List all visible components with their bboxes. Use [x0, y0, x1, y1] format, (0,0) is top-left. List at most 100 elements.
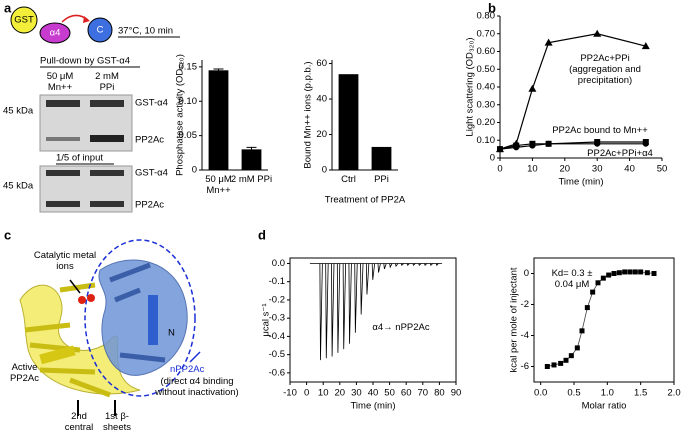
injection-peak [354, 263, 358, 333]
domain-outline [84, 239, 196, 397]
x-axis-label: Time (min) [350, 401, 395, 412]
y-tick-label: 0.15 [179, 61, 198, 72]
gel-band [90, 170, 124, 176]
structure-label: 2nd central [64, 411, 94, 433]
x-tick-label: 2.0 [667, 388, 680, 399]
panel-letter: b [488, 0, 496, 15]
structure-label: (direct α4 binding without inactivation) [155, 376, 239, 398]
data-point [590, 289, 596, 295]
gel-band [90, 135, 124, 142]
annotation: α4→ nPP2Ac [372, 322, 430, 333]
y-tick-label: -0.3 [269, 313, 285, 324]
schematic-label: α4 [50, 28, 61, 39]
y-tick-label: 0.30 [477, 99, 496, 110]
x-tick-label: 60 [401, 388, 412, 399]
y-tick-label: 0.60 [477, 46, 496, 57]
gel-band [90, 100, 124, 107]
x-tick-label: 30 [351, 388, 362, 399]
y-tick-label: 0 [524, 268, 529, 279]
data-point [558, 360, 564, 366]
structure: N [19, 239, 201, 416]
y-axis-label: Phosphatase activity (OD₆₂₀) [175, 54, 186, 176]
y-tick-label: -0.2 [269, 294, 285, 305]
injection-peak [395, 263, 399, 268]
y-tick-label: -0.5 [269, 349, 285, 360]
injection-peak [412, 263, 416, 267]
helix [39, 345, 76, 365]
marker [642, 140, 649, 147]
injection-peak [365, 263, 370, 295]
x-tick-label: 50 [657, 164, 668, 175]
panel-letter: c [4, 227, 11, 242]
data-point [600, 275, 606, 281]
x-tick-label: 0 [304, 388, 309, 399]
metal-ion [87, 294, 95, 302]
data-point [616, 270, 622, 276]
helix [148, 295, 158, 345]
injection-peak [389, 263, 393, 269]
panel-letter: d [258, 227, 266, 242]
bar [241, 149, 262, 170]
structure-label: Active PP2Ac [9, 362, 40, 384]
data-point [638, 269, 644, 275]
gel-title: Pull-down by GST-α4 [40, 56, 130, 67]
x-tick-label: 0 [497, 164, 502, 175]
x-axis-label: Time (min) [558, 177, 603, 188]
injection-peak [348, 263, 352, 344]
y-tick-label: 0.10 [477, 135, 496, 146]
marker-label: 45 kDa [3, 106, 34, 117]
c-shape [87, 17, 113, 43]
arrow-head [83, 16, 90, 23]
y-tick-label: 0.0 [272, 258, 285, 269]
x-tick-label: 50 [384, 388, 395, 399]
data-point [595, 280, 601, 286]
schematic-label: GST [14, 15, 34, 26]
data-point [551, 362, 557, 368]
bar [371, 146, 392, 170]
marker [593, 29, 602, 37]
marker [545, 140, 552, 147]
injection-peak [435, 263, 439, 267]
data-point [568, 353, 574, 359]
a4-shape [39, 22, 71, 44]
x-tick-label: 30 [592, 164, 603, 175]
x-tick-label: 50 μM Mn++ [205, 174, 232, 196]
y-axis-label: Bound Mn++ ions (p.p.b.) [303, 61, 314, 168]
marker [594, 140, 601, 147]
injection-peak [418, 263, 422, 267]
gel-band [46, 170, 80, 176]
panel-letter: a [4, 0, 12, 15]
y-tick-label: 0 [192, 165, 197, 176]
y-tick-label: -0.4 [269, 331, 285, 342]
marker [529, 142, 536, 149]
x-tick-label: 0.0 [534, 388, 547, 399]
y-axis-label: Light scattering (OD₃₂₀) [465, 37, 476, 136]
x-tick-label: 70 [418, 388, 429, 399]
x-tick-label: PPi [374, 174, 389, 185]
injection-peak [319, 263, 323, 361]
condition: 37°C, 10 min [118, 26, 173, 37]
injection-peak [429, 263, 434, 267]
injection-peak [406, 263, 410, 267]
y-tick-label: -6 [521, 361, 529, 372]
y-tick-label: 0.10 [179, 96, 198, 107]
data-point [651, 271, 657, 276]
y-tick-label: 0.70 [477, 28, 496, 39]
y-tick-label: 0.40 [477, 82, 496, 93]
y-tick-label: 0.05 [179, 130, 198, 141]
band-label: PP2Ac [135, 135, 164, 146]
x-tick-label: 1.0 [601, 388, 614, 399]
data-point [611, 271, 617, 276]
data-point [644, 270, 650, 276]
marker [528, 84, 537, 92]
lane-label: 50 μM Mn++ [46, 71, 74, 93]
x-axis-label: Treatment of PP2A [325, 195, 406, 206]
y-tick-label: -2 [521, 299, 529, 310]
y-axis-label: kcal per mole of injectant [509, 267, 520, 372]
structure-label: Catalytic metal ions [33, 250, 97, 272]
injection-peak [400, 263, 404, 267]
y-tick-label: 60 [316, 58, 327, 69]
annotation: Kd= 0.3 ± 0.04 μM [551, 268, 593, 290]
y-axis-label: μcal s⁻¹ [261, 303, 272, 336]
